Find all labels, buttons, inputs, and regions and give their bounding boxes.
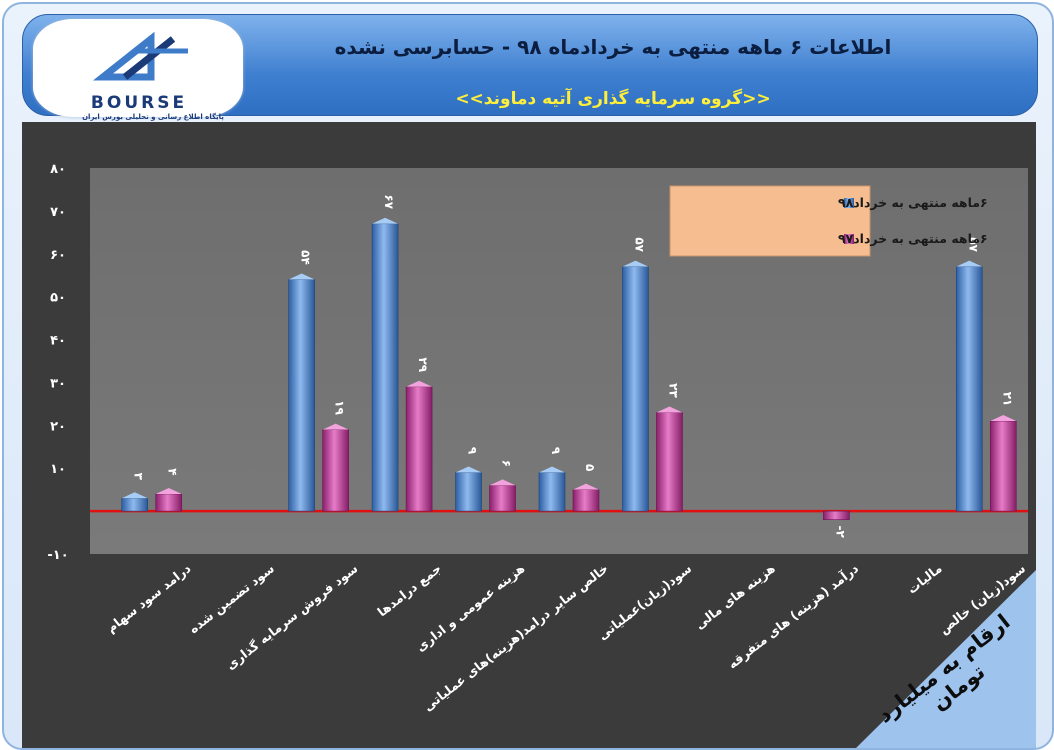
bar-98 (121, 497, 149, 512)
legend-swatch-98 (844, 198, 854, 208)
bar-97 (572, 489, 600, 512)
legend-swatch-97 (844, 234, 854, 244)
bar-98 (955, 266, 983, 512)
unit-corner-banner (856, 570, 1036, 748)
bar-97 (405, 386, 433, 512)
bar-value-label: ۱۹ (333, 400, 347, 415)
logo-subtitle: پایگاه اطلاع رسانی و تحلیلی بورس ایران (82, 113, 224, 121)
bar-value-label: ۹ (466, 447, 480, 455)
bar-98-cap (622, 260, 649, 267)
bar-value-label: ۹ (549, 447, 563, 455)
bar-97 (989, 420, 1017, 512)
bar-98-cap (372, 217, 399, 224)
logo-text: BOURSE (90, 93, 188, 113)
bar-98 (455, 472, 482, 512)
bar-97 (489, 485, 516, 512)
bar-97-cap (489, 479, 516, 486)
bar-value-label: ۴ (166, 468, 180, 475)
bar-value-label: ۵۷ (966, 237, 980, 252)
bar-97 (322, 429, 349, 512)
legend-box (669, 185, 871, 257)
bar-value-label: ۲۳ (666, 383, 680, 398)
y-tick-label: ۵۰ (50, 291, 66, 306)
bar-97-cap (656, 406, 683, 413)
bar-98 (371, 223, 399, 512)
bar-97-cap (406, 380, 433, 387)
x-category-label: سود فروش سرمایه گذاری (223, 561, 361, 673)
x-category-label: درآمد (هزینه) های متفرقه (725, 561, 861, 672)
bar-97-cap (990, 415, 1017, 422)
bar-98 (622, 266, 649, 512)
legend-entry: ۶ماهه منتهی به خرداد۹۷ (838, 231, 988, 246)
header-banner: BOURSE پایگاه اطلاع رسانی و تحلیلی بورس … (22, 14, 1038, 121)
bar-98-cap (288, 273, 315, 280)
bar-value-label: ۲۹ (416, 357, 430, 372)
bar-97 (656, 412, 683, 512)
bourse-logo: BOURSE پایگاه اطلاع رسانی و تحلیلی بورس … (33, 19, 243, 121)
bar-98-cap (121, 492, 148, 499)
x-category-label: درامد سود سهام (104, 561, 195, 637)
bar-98-cap (455, 466, 482, 473)
x-category-label: مالیات (904, 561, 944, 597)
bar-value-label: ۳ (132, 473, 146, 481)
x-category-label: سود تضمین شده (186, 561, 277, 637)
bar-97-cap (322, 423, 349, 430)
bar-97-cap (155, 487, 182, 494)
y-tick-label: ۱۰ (50, 462, 66, 477)
y-tick-label: ۶۰ (50, 248, 66, 263)
y-tick-label: ۳۰ (50, 376, 66, 391)
bar-98 (288, 279, 315, 512)
x-category-label: جمع درامدها (374, 561, 444, 620)
bar-value-label: ۵ (583, 464, 597, 471)
bar-value-label: ۵۷ (632, 237, 646, 252)
bar-97 (155, 493, 183, 512)
bar-97 (823, 510, 850, 520)
bar-97-cap (573, 483, 599, 490)
y-tick-label: ۲۰ (50, 419, 66, 434)
x-category-label: خالص سایر درامد(هزینه)های عملیاتی (420, 561, 611, 714)
y-tick-label: ۸۰ (50, 162, 66, 177)
y-tick-label: ۷۰ (50, 205, 66, 220)
bar-98-cap (956, 260, 983, 267)
bourse-logo-mark (92, 31, 188, 81)
bar-98-cap (539, 466, 565, 473)
bar-value-label: -۲ (833, 526, 847, 539)
chart-area: -۱۰ ۱۰ ۲۰ ۳۰ ۴۰ ۵۰ ۶۰ ۷۰ ۸۰ ۳ ۴ ۵۴ ۱۹ ۶۷ ۲۹ ۹ ۶ ۹ ۵ ۵۷ ۲۳ -۲… (22, 122, 1036, 748)
bar-chart: -۱۰ ۱۰ ۲۰ ۳۰ ۴۰ ۵۰ ۶۰ ۷۰ ۸۰ ۳ ۴ ۵۴ ۱۹ ۶۷ ۲۹ ۹ ۶ ۹ ۵ ۵۷ ۲۳ -۲… (47, 162, 1036, 748)
legend-entry: ۶ماهه منتهی به خرداد۹۸ (838, 195, 988, 210)
y-tick-label: ۴۰ (50, 334, 66, 349)
bar-98 (538, 472, 566, 512)
page-subtitle: <<گروه سرمایه گذاری آتیه دماوند>> (455, 89, 771, 109)
y-tick-label: -۱۰ (47, 548, 68, 563)
bar-value-label: ۶ (500, 460, 514, 467)
bar-value-label: ۵۴ (299, 250, 313, 265)
bar-value-label: ۲۱ (1000, 392, 1014, 407)
bar-value-label: ۶۷ (382, 194, 396, 209)
page-title: اطلاعات ۶ ماهه منتهی به خردادماه ۹۸ - حس… (334, 35, 892, 59)
x-category-label: هزینه های مالی (692, 561, 778, 633)
